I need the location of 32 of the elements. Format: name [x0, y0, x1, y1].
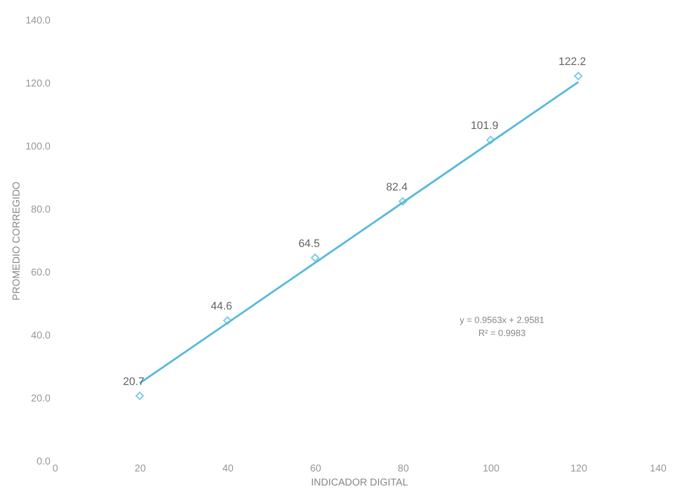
x-tick-label: 80: [398, 464, 410, 474]
data-label: 101.9: [470, 120, 498, 132]
data-label: 20.7: [123, 376, 144, 388]
annotation: R² = 0.9983: [478, 328, 526, 338]
y-tick-label: 120.0: [25, 78, 51, 90]
x-tick-label: 120: [570, 464, 588, 474]
point: [486, 136, 495, 144]
point: [135, 392, 144, 400]
data-label: 82.4: [386, 181, 408, 194]
data-label: 122.2: [558, 56, 586, 68]
y-tick-label: 60.0: [31, 268, 51, 278]
y-tick-label: 100.0: [25, 142, 51, 152]
x-tick-label: 40: [222, 464, 234, 474]
point: [398, 197, 408, 206]
y-tick-label: 20.0: [31, 394, 51, 404]
point: [310, 254, 320, 262]
y-tick-label: 140.0: [25, 16, 51, 26]
x-tick-label: 20: [134, 464, 146, 474]
data-label: 64.5: [298, 238, 320, 250]
x-tick-label: 100: [482, 464, 500, 474]
y-tick-label: 80.0: [31, 204, 51, 216]
x-tick-label: 60: [310, 464, 322, 474]
x-tick-label: 140: [650, 464, 667, 474]
point: [574, 72, 583, 80]
data-label: 44.6: [210, 300, 232, 313]
y-tick-label: 0.0: [36, 456, 51, 468]
y-axis-title: PROMEDIO CORREGIDO: [11, 181, 22, 300]
x-tick-label: 0: [52, 464, 58, 474]
annotation: y = 0.9563x + 2.9581: [460, 315, 544, 325]
y-tick-label: 40.0: [31, 330, 51, 342]
point: [223, 316, 232, 325]
x-axis-title: INDICADOR DIGITAL: [310, 478, 408, 488]
